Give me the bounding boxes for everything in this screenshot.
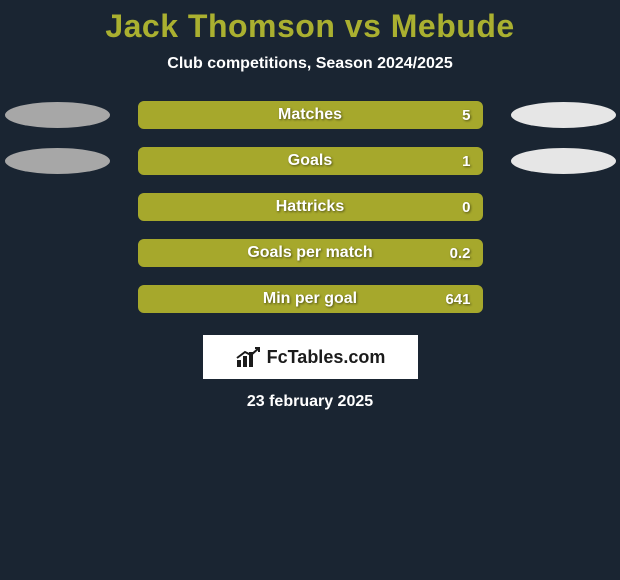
- stat-value: 1: [462, 153, 470, 170]
- stat-label: Matches: [140, 106, 481, 124]
- stat-bar: Min per goal641: [138, 285, 483, 313]
- right-ellipse: [511, 102, 616, 128]
- stat-value: 0: [462, 199, 470, 216]
- logo-box: FcTables.com: [203, 335, 418, 379]
- stat-bar: Matches5: [138, 101, 483, 129]
- stat-row: Min per goal641: [0, 285, 620, 313]
- stat-row: Goals per match0.2: [0, 239, 620, 267]
- left-ellipse: [5, 102, 110, 128]
- stats-rows: Matches5Goals1Hattricks0Goals per match0…: [0, 101, 620, 313]
- subtitle: Club competitions, Season 2024/2025: [0, 55, 620, 73]
- stat-row: Matches5: [0, 101, 620, 129]
- page-title: Jack Thomson vs Mebude: [0, 8, 620, 45]
- stat-label: Min per goal: [140, 290, 481, 308]
- stat-label: Hattricks: [140, 198, 481, 216]
- comparison-panel: Jack Thomson vs Mebude Club competitions…: [0, 0, 620, 411]
- stat-label: Goals per match: [140, 244, 481, 262]
- stat-row: Goals1: [0, 147, 620, 175]
- stat-bar: Hattricks0: [138, 193, 483, 221]
- stat-row: Hattricks0: [0, 193, 620, 221]
- stat-value: 0.2: [450, 245, 471, 262]
- bar-chart-arrow-icon: [235, 346, 261, 368]
- logo-text: FcTables.com: [267, 347, 386, 368]
- date-label: 23 february 2025: [0, 393, 620, 411]
- stat-bar: Goals per match0.2: [138, 239, 483, 267]
- left-ellipse: [5, 148, 110, 174]
- right-ellipse: [511, 148, 616, 174]
- stat-bar: Goals1: [138, 147, 483, 175]
- stat-value: 5: [462, 107, 470, 124]
- stat-value: 641: [445, 291, 470, 308]
- stat-label: Goals: [140, 152, 481, 170]
